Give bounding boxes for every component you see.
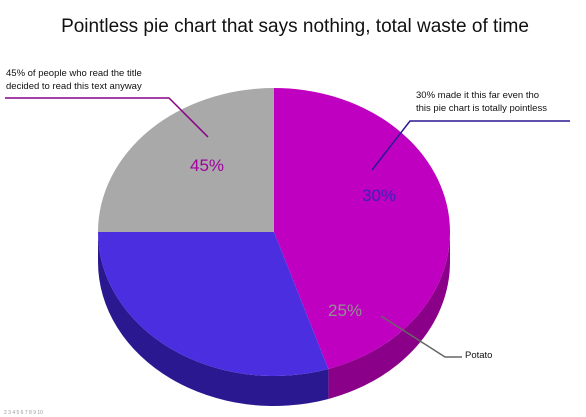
chart-title: Pointless pie chart that says nothing, t… <box>61 16 529 37</box>
pie-slice <box>98 88 274 232</box>
pie-slices <box>98 88 450 377</box>
slice-percent-label: 30% <box>362 186 396 205</box>
credit-text: 2 3 4 5 6 7 8 9 10 <box>4 410 43 416</box>
callout-line <box>371 120 570 171</box>
slice-percent-labels: 45% 30% 25% <box>190 156 396 320</box>
callout-line <box>380 315 462 358</box>
pie-sides <box>98 232 450 406</box>
pie-side-wall <box>328 232 450 399</box>
pie-slice <box>98 232 329 377</box>
callout-text: 30% made it this far even tho this pie ch… <box>416 90 547 114</box>
pie-side-wall <box>98 232 329 406</box>
slice-percent-label: 25% <box>328 301 362 320</box>
callout-texts: 45% of people who read the title decided … <box>6 68 547 361</box>
callout-lines <box>5 97 570 358</box>
pie-slice <box>274 88 450 369</box>
callout-text: Potato <box>465 350 492 361</box>
slice-percent-label: 45% <box>190 156 224 175</box>
callout-line <box>5 97 209 138</box>
callout-text: 45% of people who read the title decided … <box>6 68 142 92</box>
